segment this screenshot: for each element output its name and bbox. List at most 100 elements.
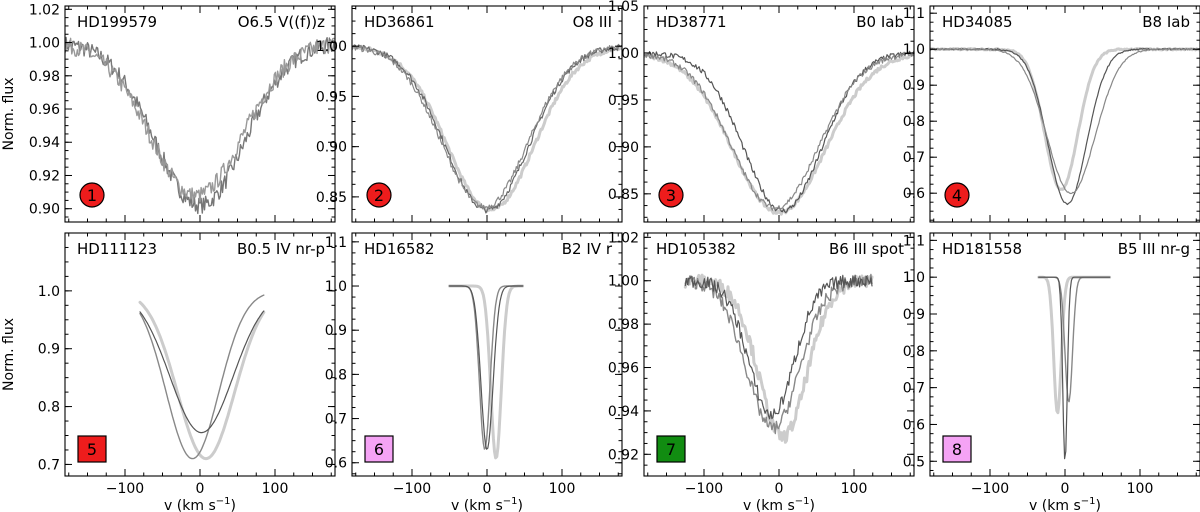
panel-7: 0.92 0.94 0.96 0.98 1.00 1.02 −100 0 100 HD105382… xyxy=(608,230,915,512)
x-axis-label-exp: −1 xyxy=(795,496,810,507)
spectral-type: B0 Iab xyxy=(856,13,904,31)
ytick-label: 0.6 xyxy=(903,186,925,202)
ytick-label: 0.85 xyxy=(316,190,347,206)
xtick-label: −100 xyxy=(685,481,723,497)
ytick-label: 0.98 xyxy=(29,69,60,85)
profile-broad xyxy=(644,52,914,216)
ytick-label: 1.00 xyxy=(29,36,60,52)
spectral-type: O8 III xyxy=(573,13,612,31)
ytick-label: 0.7 xyxy=(38,457,60,473)
star-name: HD111123 xyxy=(77,240,157,258)
profiles xyxy=(448,284,525,460)
profiles xyxy=(65,36,335,215)
ytick-label: 0.90 xyxy=(316,140,347,156)
profiles xyxy=(683,273,874,444)
x-axis-label-exp: −1 xyxy=(503,496,518,507)
panel-1: 0.90 0.92 0.94 0.96 0.98 1.00 1.02 HD199579 O6.5… xyxy=(1,2,336,223)
xtick-label: 0 xyxy=(196,481,205,497)
star-name: HD105382 xyxy=(656,240,736,258)
x-axis-label-text: v (km s xyxy=(164,498,216,512)
x-axis-label-end: ) xyxy=(1095,498,1100,512)
xtick-label: −100 xyxy=(393,481,431,497)
ytick-label: 1.05 xyxy=(608,0,639,15)
ytick-label: 0.96 xyxy=(608,361,639,377)
spectral-type: B0.5 IV nr-p xyxy=(237,240,325,258)
profiles xyxy=(1037,275,1112,460)
ytick-label: 1.02 xyxy=(608,230,639,246)
ytick-label: 1.0 xyxy=(903,42,925,58)
profile-broad xyxy=(138,300,266,461)
spectral-type: B6 III spot xyxy=(829,240,904,258)
badge-square xyxy=(942,435,972,463)
xtick-label: 0 xyxy=(775,481,784,497)
profile-mean xyxy=(65,36,335,215)
ytick-label: 0.8 xyxy=(903,114,925,130)
y-axis-label: Norm. flux xyxy=(1,318,17,391)
badge-number: 1 xyxy=(87,186,97,205)
spectral-type: O6.5 V((f))z xyxy=(238,13,325,31)
profile-broad xyxy=(930,47,1200,191)
ytick-label: 0.7 xyxy=(325,412,347,428)
star-name: HD16582 xyxy=(364,240,435,258)
ytick-label: 1.0 xyxy=(38,284,60,300)
profile-mean xyxy=(644,50,914,214)
x-axis-label: v (km s−1) xyxy=(451,496,523,512)
y-axis-label: Norm. flux xyxy=(1,77,17,150)
xtick-label: 100 xyxy=(1127,481,1154,497)
profile-variant xyxy=(644,51,914,211)
ytick-label: 0.9 xyxy=(38,342,60,358)
xtick-label: 0 xyxy=(1061,481,1070,497)
ytick-label: 1.1 xyxy=(903,6,925,22)
badge-circle xyxy=(658,182,684,208)
x-axis-label-end: ) xyxy=(517,498,522,512)
ytick-label: 0.9 xyxy=(325,323,347,339)
profile-variant xyxy=(448,285,524,450)
badge-circle xyxy=(79,182,105,208)
ytick-label: 0.95 xyxy=(316,89,347,105)
x-axis-label: v (km s−1) xyxy=(1029,496,1101,512)
ytick-label: 0.9 xyxy=(903,78,925,94)
profile-mean xyxy=(352,44,622,214)
badge-number: 7 xyxy=(666,440,676,459)
ytick-label: 0.8 xyxy=(903,344,925,360)
panel-5: 0.7 0.8 0.9 1.0 −100 0 100 HD111123 B0.5 IV nr-p… xyxy=(1,232,336,512)
ytick-label: 0.95 xyxy=(608,93,639,109)
ytick-label: 0.94 xyxy=(29,135,60,151)
x-axis-label-text: v (km s xyxy=(451,498,503,512)
badge-circle xyxy=(944,182,970,208)
xtick-label: 100 xyxy=(841,481,868,497)
xtick-label: −100 xyxy=(971,481,1009,497)
panel-3: 0.85 0.90 0.95 1.00 1.05 HD38771 B0 Iab 3 xyxy=(608,0,915,223)
ytick-label: 0.94 xyxy=(608,404,639,420)
ytick-label: 0.9 xyxy=(903,307,925,323)
ytick-label: 1.0 xyxy=(325,279,347,295)
x-axis-label-text: v (km s xyxy=(1029,498,1081,512)
profile-variant xyxy=(139,310,265,434)
xtick-label: 100 xyxy=(262,481,289,497)
star-name: HD181558 xyxy=(942,240,1022,258)
plot-frame xyxy=(64,5,336,223)
badge-number: 6 xyxy=(374,440,384,459)
ytick-label: 0.8 xyxy=(325,367,347,383)
x-axis-label-exp: −1 xyxy=(1081,496,1096,507)
ytick-label: 0.98 xyxy=(608,317,639,333)
ytick-label: 0.85 xyxy=(608,187,639,203)
x-axis-label-exp: −1 xyxy=(216,496,231,507)
ytick-label: 1.1 xyxy=(903,233,925,249)
profile-mean xyxy=(930,47,1200,206)
star-name: HD199579 xyxy=(77,13,157,31)
badge-square xyxy=(77,435,107,463)
ytick-label: 0.5 xyxy=(903,454,925,470)
ytick-label: 0.6 xyxy=(325,456,347,472)
badge-number: 4 xyxy=(952,186,962,205)
star-name: HD38771 xyxy=(656,13,727,31)
spectral-type: B2 IV r xyxy=(562,240,613,258)
ytick-label: 1.0 xyxy=(903,270,925,286)
profile-variant xyxy=(352,43,622,210)
badge-number: 3 xyxy=(666,186,676,205)
xtick-label: 0 xyxy=(483,481,492,497)
ytick-label: 1.02 xyxy=(29,2,60,18)
panel-8: 0.5 0.6 0.7 0.8 0.9 1.0 1.1 −100 0 100 HD181558 B5 … xyxy=(903,232,1200,512)
ytick-label: 0.8 xyxy=(38,400,60,416)
